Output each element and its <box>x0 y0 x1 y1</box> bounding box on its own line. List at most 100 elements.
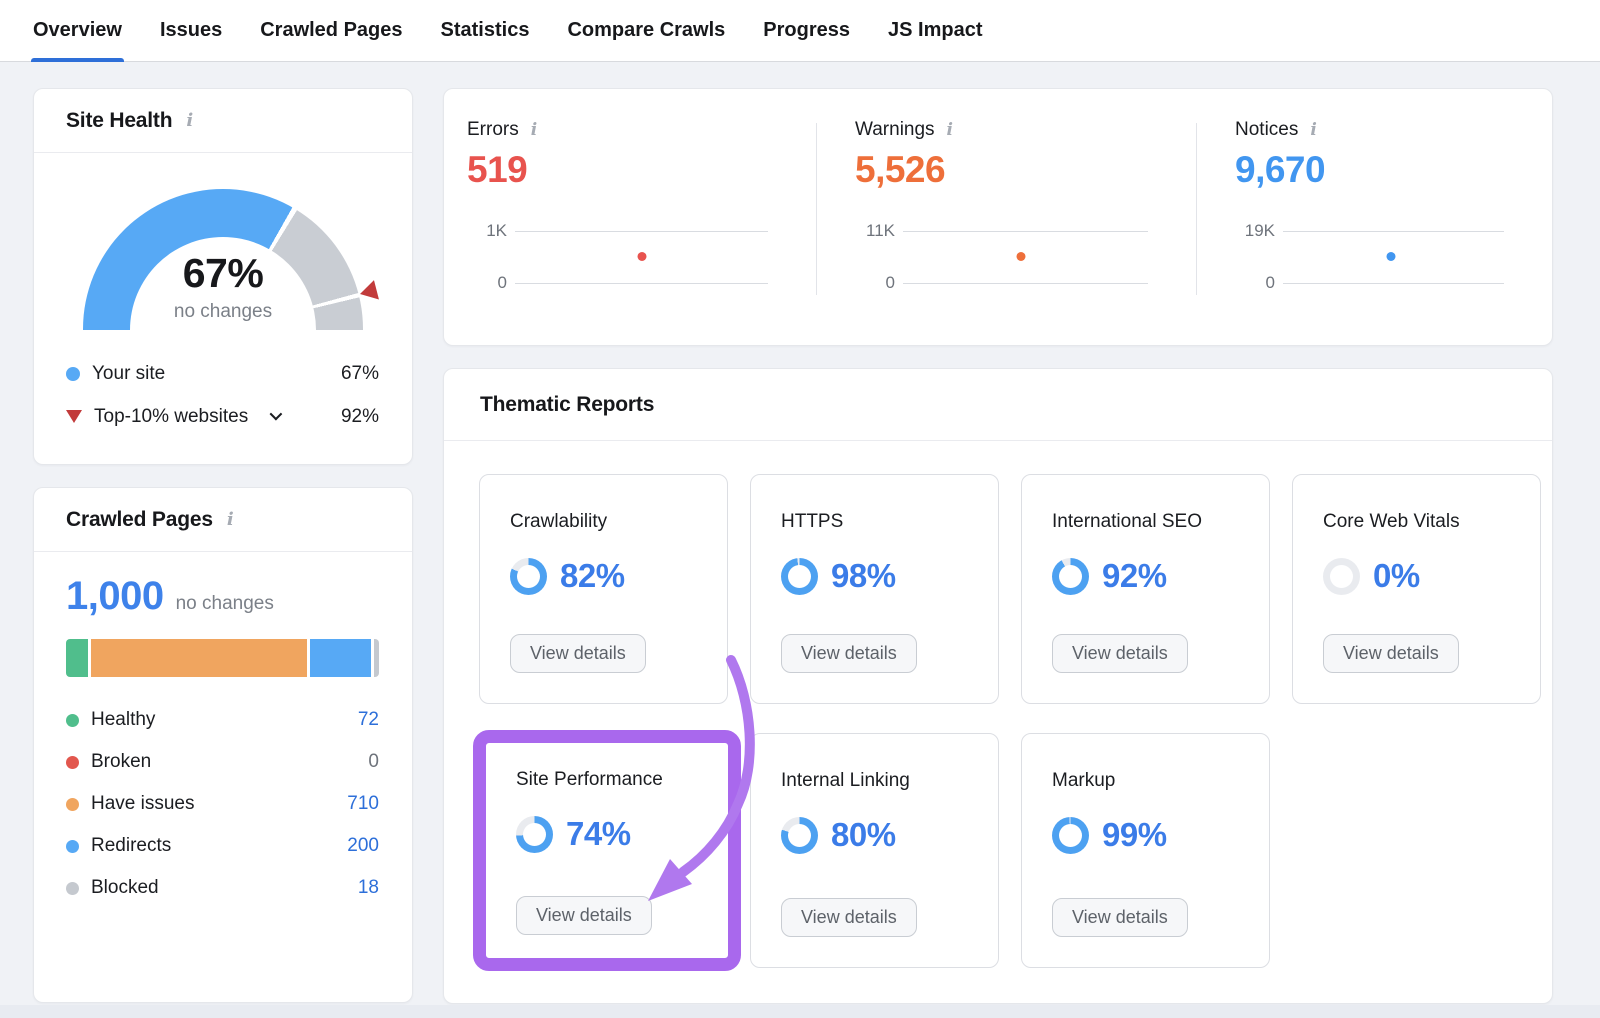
errors-value[interactable]: 519 <box>467 149 528 190</box>
report-card-internal-linking: Internal Linking 80% View details <box>750 733 999 968</box>
notices-min-tick: 0 <box>1265 273 1275 292</box>
crawled-pages-total: 1,000 <box>66 574 164 618</box>
benchmark-triangle-icon <box>66 410 82 423</box>
healthy-label: Healthy <box>91 709 156 730</box>
internal-linking-title: Internal Linking <box>781 770 910 791</box>
report-card-site-performance: Site Performance 74% View details <box>486 733 728 965</box>
report-card-international-seo: International SEO 92% View details <box>1021 474 1270 704</box>
errors-min-tick: 0 <box>497 273 507 292</box>
site-health-change: no changes <box>173 301 273 322</box>
report-tabbar: Overview Issues Crawled Pages Statistics… <box>0 0 1600 62</box>
markup-view-details-button[interactable]: View details <box>1052 898 1188 937</box>
your-site-label: Your site <box>92 362 166 384</box>
thematic-reports-card: Thematic Reports Crawlability 82% View d… <box>443 368 1553 1004</box>
crawlability-percent: 82% <box>560 557 625 594</box>
crawlability-view-details-button[interactable]: View details <box>510 634 646 673</box>
crawled-pages-header: Crawled Pages i <box>34 488 412 552</box>
crawled-pages-title: Crawled Pages <box>66 507 213 531</box>
legend-row-your-site: Your site 67% <box>66 352 379 395</box>
top10-label: Top-10% websites <box>94 405 249 427</box>
your-site-value: 67% <box>340 362 379 384</box>
legend-row-redirects: Redirects 200 <box>66 825 379 867</box>
errors-data-point <box>637 251 646 261</box>
blocked-count-link[interactable]: 18 <box>357 877 379 898</box>
tab-compare-crawls[interactable]: Compare Crawls <box>567 19 726 41</box>
info-icon[interactable]: i <box>946 119 954 140</box>
site-performance-title: Site Performance <box>516 769 663 790</box>
info-icon[interactable]: i <box>226 508 234 530</box>
legend-row-blocked: Blocked 18 <box>66 867 379 909</box>
blocked-label: Blocked <box>91 877 159 898</box>
crawled-pages-change: no changes <box>175 593 274 614</box>
tab-issues[interactable]: Issues <box>159 19 223 41</box>
errors-max-tick: 1K <box>486 221 507 240</box>
info-icon[interactable]: i <box>530 119 538 140</box>
broken-count: 0 <box>368 751 379 772</box>
chevron-down-icon[interactable] <box>269 407 283 421</box>
internal-linking-percent: 80% <box>831 816 896 853</box>
crawlability-title: Crawlability <box>510 511 608 532</box>
redirects-label: Redirects <box>91 835 172 856</box>
redirects-dot-icon <box>66 839 79 853</box>
have-issues-count-link[interactable]: 710 <box>347 793 379 814</box>
redirects-count-link[interactable]: 200 <box>347 835 379 856</box>
site-health-score: 67% <box>182 250 264 296</box>
legend-row-have-issues: Have issues 710 <box>66 783 379 825</box>
column-divider <box>816 123 817 295</box>
warnings-value[interactable]: 5,526 <box>855 149 946 190</box>
international-seo-view-details-button[interactable]: View details <box>1052 634 1188 673</box>
bar-segment-blocked <box>373 639 379 677</box>
warnings-min-tick: 0 <box>885 273 895 292</box>
site-health-legend: Your site 67% Top-10% websites 92% <box>34 330 412 438</box>
info-icon[interactable]: i <box>1310 119 1317 140</box>
internal-linking-view-details-button[interactable]: View details <box>781 898 917 937</box>
info-icon[interactable]: i <box>186 109 194 131</box>
issues-summary-card: Errors i 519 1K 0 Warnings i 5,526 11K 0… <box>443 88 1553 346</box>
thematic-reports-grid: Crawlability 82% View details HTTPS 98% … <box>444 441 1552 971</box>
healthy-dot-icon <box>66 713 79 727</box>
markup-percent: 99% <box>1102 816 1167 853</box>
markup-title: Markup <box>1052 770 1116 791</box>
core-web-vitals-title: Core Web Vitals <box>1323 511 1460 532</box>
errors-label: Errors <box>467 119 519 140</box>
warnings-trend-chart: 11K 0 <box>855 221 1148 292</box>
tab-statistics[interactable]: Statistics <box>440 19 530 41</box>
tab-progress[interactable]: Progress <box>763 19 851 41</box>
errors-trend-chart: 1K 0 <box>467 221 768 292</box>
crawled-pages-bar <box>66 639 379 677</box>
crawled-pages-legend: Healthy 72 Broken 0 Have issues 710 <box>66 699 379 909</box>
site-performance-percent: 74% <box>566 815 631 852</box>
column-divider <box>1196 123 1197 295</box>
site-performance-donut-icon <box>516 815 553 853</box>
healthy-count-link[interactable]: 72 <box>357 709 379 730</box>
site-health-title: Site Health <box>66 108 173 132</box>
warnings-data-point <box>1016 252 1026 262</box>
thematic-reports-header: Thematic Reports <box>444 369 1552 441</box>
warnings-label: Warnings <box>855 119 935 140</box>
site-health-card: Site Health i 67% no changes Your site 6… <box>33 88 413 465</box>
tab-overview[interactable]: Overview <box>31 0 124 62</box>
https-view-details-button[interactable]: View details <box>781 634 917 673</box>
tab-js-impact[interactable]: JS Impact <box>888 19 983 41</box>
have-issues-label: Have issues <box>91 793 195 814</box>
notices-value[interactable]: 9,670 <box>1235 149 1326 190</box>
notices-column: Notices i 9,670 19K 0 <box>1197 89 1552 345</box>
markup-donut-icon <box>1052 816 1089 854</box>
top10-value: 92% <box>340 405 379 427</box>
notices-max-tick: 19K <box>1244 221 1275 240</box>
legend-row-healthy: Healthy 72 <box>66 699 379 741</box>
bar-segment-healthy <box>66 639 88 677</box>
notices-label: Notices <box>1235 119 1299 140</box>
core-web-vitals-view-details-button[interactable]: View details <box>1323 634 1459 673</box>
warnings-max-tick: 11K <box>866 221 895 240</box>
core-web-vitals-donut-icon <box>1323 557 1360 595</box>
site-performance-view-details-button[interactable]: View details <box>516 896 652 935</box>
tab-crawled-pages[interactable]: Crawled Pages <box>260 19 403 41</box>
core-web-vitals-percent: 0% <box>1373 557 1420 594</box>
legend-row-broken: Broken 0 <box>66 741 379 783</box>
bar-segment-have-issues <box>90 639 307 677</box>
broken-dot-icon <box>66 755 79 769</box>
warnings-column: Warnings i 5,526 11K 0 <box>817 89 1196 345</box>
https-donut-icon <box>781 557 818 595</box>
have-issues-dot-icon <box>66 797 79 811</box>
